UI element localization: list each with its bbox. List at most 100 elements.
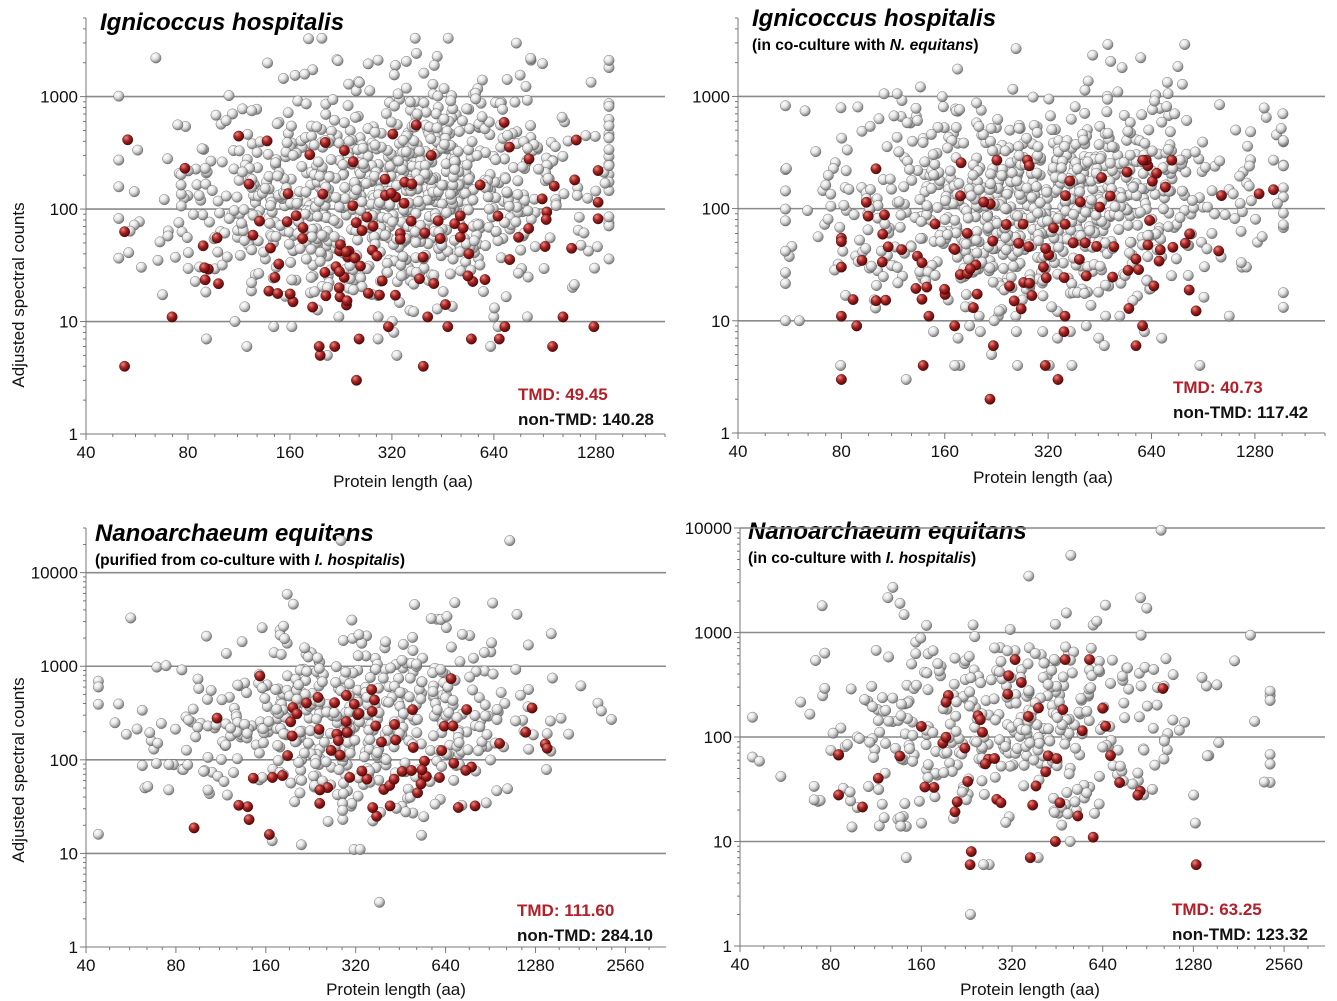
tmd-point <box>523 223 535 234</box>
non-tmd-point <box>418 811 430 823</box>
non-tmd-point <box>113 181 125 193</box>
non-tmd-point <box>372 54 384 66</box>
non-tmd-point <box>1172 61 1184 72</box>
non-tmd-point <box>483 203 495 215</box>
x-tick-label: 1280 <box>577 443 615 462</box>
non-tmd-point <box>278 73 289 84</box>
tmd-point <box>254 670 266 682</box>
non-tmd-point <box>1023 685 1035 697</box>
non-tmd-point <box>463 173 475 185</box>
x-tick-label: 320 <box>342 956 370 975</box>
non-tmd-point <box>958 137 970 149</box>
non-tmd-point <box>871 280 882 291</box>
non-tmd-point <box>962 212 974 224</box>
non-tmd-point <box>1011 175 1023 187</box>
non-tmd-point <box>329 114 340 126</box>
tmd-point <box>1160 181 1171 193</box>
tmd-point <box>374 289 385 301</box>
tmd-point <box>422 311 434 323</box>
non-tmd-point <box>916 817 927 829</box>
tmd-point <box>350 217 362 229</box>
non-tmd-point <box>1141 602 1153 614</box>
non-tmd-point <box>512 189 524 201</box>
non-tmd-point <box>754 755 765 767</box>
tmd-point <box>341 726 353 738</box>
non-tmd-point <box>1068 208 1080 220</box>
non-tmd-point <box>927 645 939 657</box>
non-tmd-point <box>201 630 212 642</box>
non-tmd-point <box>386 216 398 228</box>
non-tmd-point <box>900 374 912 385</box>
non-tmd-point <box>125 612 137 624</box>
tmd-point <box>367 802 379 813</box>
tmd-point <box>1148 280 1160 292</box>
non-tmd-point <box>1149 95 1161 107</box>
non-tmd-point <box>822 213 834 225</box>
tmd-point <box>272 288 284 299</box>
non-tmd-point <box>1147 722 1159 734</box>
non-tmd-point <box>344 678 355 690</box>
non-tmd-point <box>603 101 615 112</box>
non-tmd-point <box>437 286 449 298</box>
tmd-point <box>247 772 259 784</box>
non-tmd-point <box>427 79 439 90</box>
non-tmd-point <box>987 276 999 288</box>
non-tmd-point <box>425 613 437 624</box>
non-tmd-point <box>491 785 503 797</box>
non-tmd-point <box>371 747 383 758</box>
tmd-point <box>356 225 368 237</box>
tmd-point <box>389 719 400 730</box>
non-tmd-point <box>864 121 876 132</box>
non-tmd-point <box>835 722 847 734</box>
non-tmd-point <box>1059 738 1071 750</box>
tmd-point <box>1039 360 1051 371</box>
non-tmd-point <box>449 597 461 609</box>
tmd-point <box>836 236 847 248</box>
non-tmd-point <box>842 739 853 751</box>
tmd-point <box>870 163 882 175</box>
tmd-point <box>301 697 312 709</box>
tmd-point <box>870 295 882 307</box>
non-tmd-point <box>939 214 951 226</box>
non-tmd-point <box>1250 213 1262 225</box>
tmd-point <box>454 231 466 243</box>
non-tmd-point <box>1089 808 1101 819</box>
tmd-point <box>410 119 422 131</box>
tmd-point <box>951 796 963 808</box>
y-tick-label: 10 <box>711 312 730 331</box>
non-tmd-point <box>1142 230 1154 242</box>
non-tmd-point <box>314 170 326 182</box>
non-tmd-point <box>878 812 890 824</box>
tmd-point <box>1074 253 1085 265</box>
non-tmd-point <box>893 196 905 208</box>
non-tmd-point <box>93 698 104 710</box>
non-tmd-point <box>1211 679 1223 691</box>
tmd-point <box>1167 241 1179 253</box>
tmd-point <box>1253 188 1265 200</box>
tmd-point <box>291 708 303 720</box>
non-tmd-point <box>928 326 939 338</box>
non-tmd-point <box>838 199 850 211</box>
non-tmd-point <box>932 658 944 670</box>
non-tmd-point <box>986 349 997 360</box>
tmd-point <box>921 281 933 293</box>
non-tmd-point <box>246 277 258 289</box>
non-tmd-point <box>497 104 508 115</box>
non-tmd-point <box>193 190 205 202</box>
x-tick-label: 640 <box>1089 955 1117 974</box>
x-axis-label: Protein length (aa) <box>326 980 466 999</box>
tmd-point <box>513 231 524 243</box>
non-tmd-point <box>323 171 335 183</box>
tmd-point <box>465 333 477 345</box>
non-tmd-point <box>841 144 853 156</box>
non-tmd-point <box>1105 56 1117 67</box>
non-tmd-point <box>874 726 886 738</box>
tmd-point <box>1054 797 1066 809</box>
tmd-point <box>1003 670 1014 682</box>
non-tmd-point <box>985 674 997 686</box>
non-tmd-point <box>1245 629 1256 641</box>
non-tmd-point <box>873 715 884 726</box>
tmd-point <box>1059 654 1071 665</box>
non-tmd-point <box>352 650 364 662</box>
non-tmd-point <box>1258 102 1270 114</box>
